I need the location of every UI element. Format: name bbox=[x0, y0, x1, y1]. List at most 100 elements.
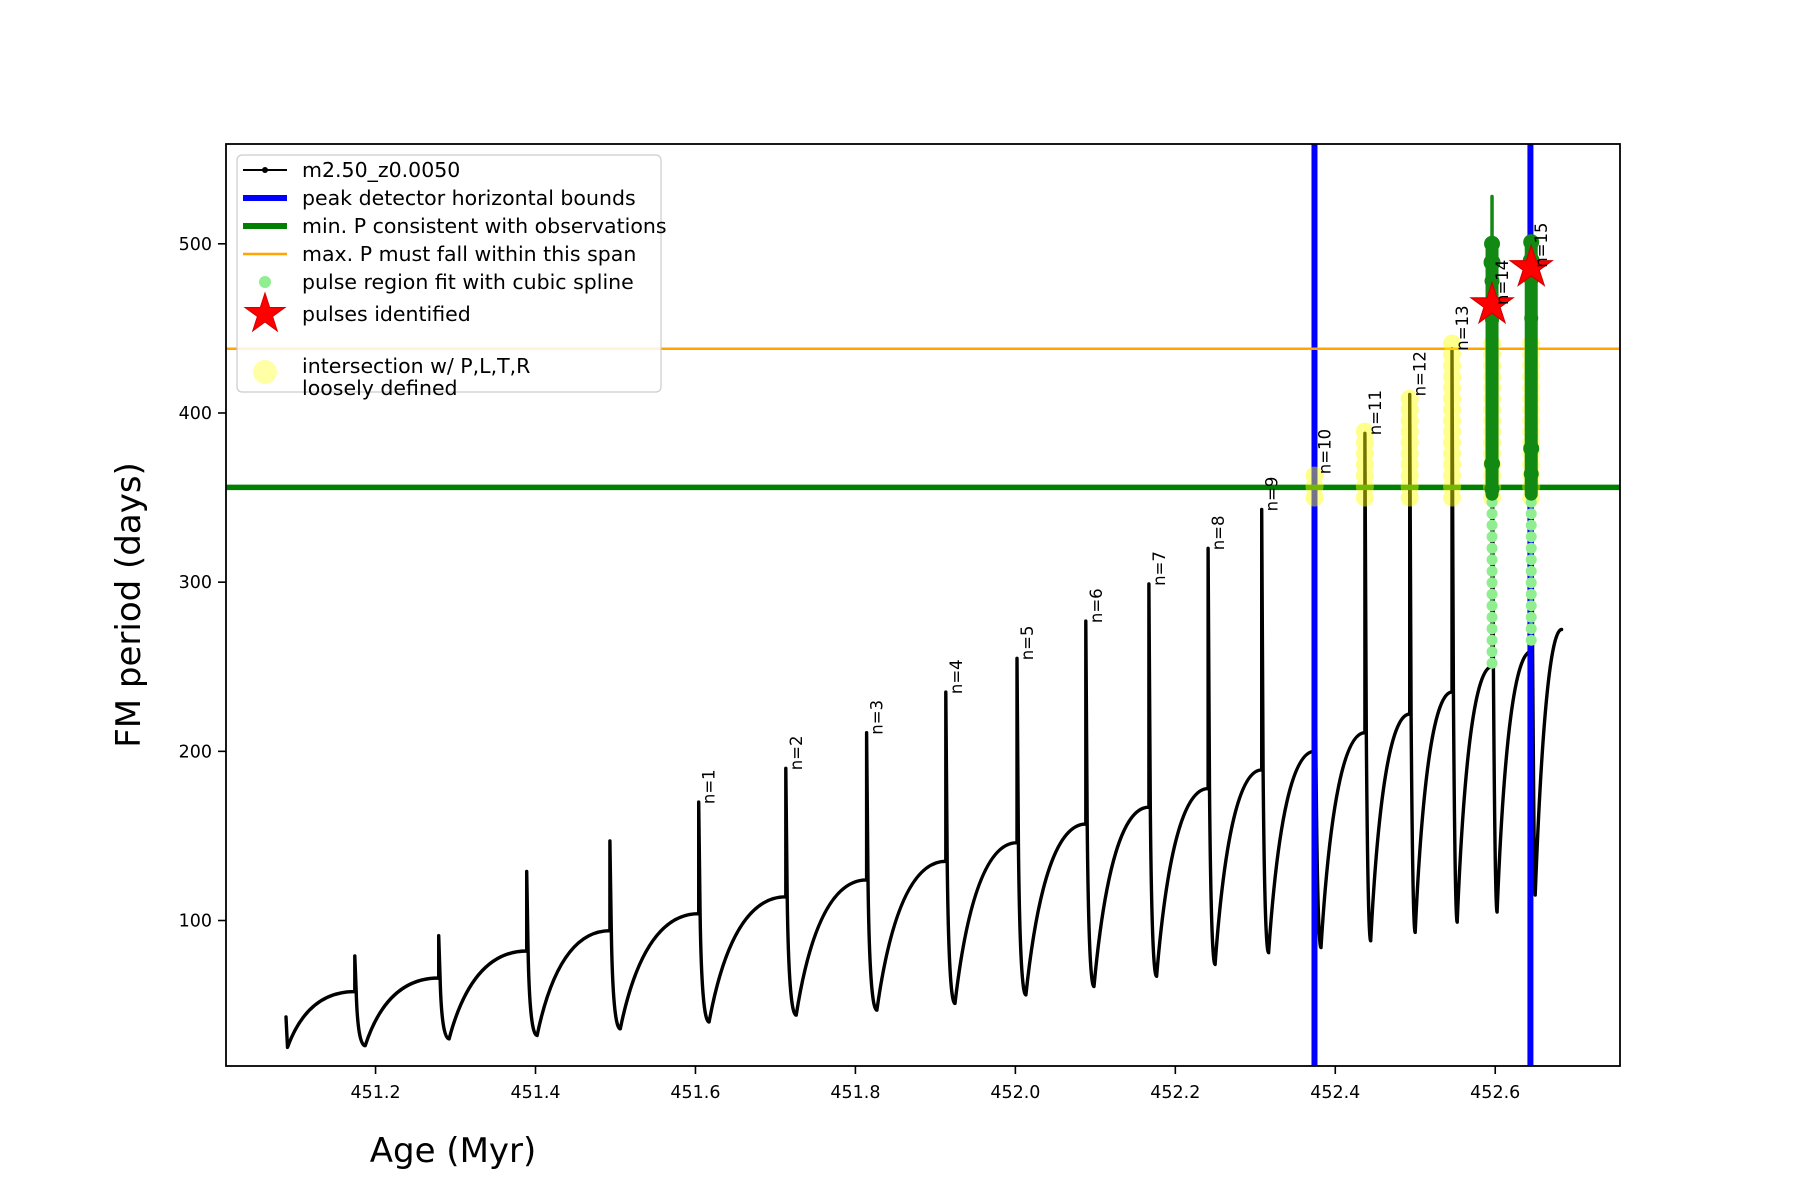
x-tick-label: 452.4 bbox=[1310, 1083, 1360, 1103]
x-tick-label: 451.6 bbox=[670, 1083, 720, 1103]
peak-label-n7: n=7 bbox=[1150, 551, 1169, 586]
spline-dot bbox=[1525, 519, 1537, 531]
pulse-star bbox=[1508, 243, 1554, 287]
intersection-dot bbox=[1355, 488, 1374, 507]
intersection-dot bbox=[1443, 455, 1462, 474]
x-tick-label: 452.0 bbox=[990, 1083, 1040, 1103]
legend-star bbox=[243, 291, 287, 333]
legend-label: peak detector horizontal bounds bbox=[302, 186, 636, 210]
intersection-dot bbox=[1443, 334, 1462, 353]
spline-dot bbox=[1525, 542, 1537, 554]
intersection-dot bbox=[1400, 488, 1419, 507]
spline-dot bbox=[1525, 554, 1537, 566]
spline-dot bbox=[1486, 611, 1498, 623]
peak-label-n11: n=11 bbox=[1366, 390, 1385, 435]
legend-label-line2: loosely defined bbox=[302, 376, 458, 400]
intersection-dot bbox=[1305, 466, 1324, 485]
peak-label-n2: n=2 bbox=[787, 736, 806, 771]
peak-label-n5: n=5 bbox=[1018, 626, 1037, 661]
spline-bulge bbox=[1485, 312, 1500, 327]
intersection-dot bbox=[1400, 466, 1419, 485]
plot-frame bbox=[225, 143, 1621, 1067]
intersection-dot bbox=[1355, 466, 1374, 485]
intersection-dot bbox=[1443, 389, 1462, 408]
peak-label-n3: n=3 bbox=[868, 700, 887, 735]
y-tick-label: 400 bbox=[179, 404, 212, 424]
spline-dot bbox=[1486, 508, 1498, 520]
peak-label-n14: n=14 bbox=[1493, 260, 1512, 305]
legend-item-3: max. P must fall within this span bbox=[243, 242, 636, 266]
intersection-dot bbox=[1305, 488, 1324, 507]
x-tick-label: 451.8 bbox=[830, 1083, 880, 1103]
x-tick-label: 451.2 bbox=[351, 1083, 401, 1103]
legend-label: intersection w/ P,L,T,R bbox=[302, 354, 530, 378]
spline-dot bbox=[1486, 554, 1498, 566]
spline-dot bbox=[1486, 542, 1498, 554]
intersection-dot bbox=[1443, 433, 1462, 452]
legend-label: pulse region fit with cubic spline bbox=[302, 270, 634, 294]
intersection-dot bbox=[1443, 400, 1462, 419]
spline-bulge bbox=[1523, 440, 1540, 457]
legend-label: min. P consistent with observations bbox=[302, 214, 667, 238]
spline-bulge bbox=[1524, 311, 1539, 326]
spline-dot bbox=[1525, 508, 1537, 520]
intersection-dot bbox=[1355, 477, 1374, 496]
intersection-dot bbox=[1355, 455, 1374, 474]
spline-dot bbox=[1525, 623, 1537, 635]
intersection-dot bbox=[1443, 466, 1462, 485]
spline-bulge bbox=[1484, 481, 1500, 497]
x-tick-label: 451.4 bbox=[510, 1083, 560, 1103]
legend-dot bbox=[253, 360, 277, 384]
fm-period-curve bbox=[284, 264, 1564, 1050]
peak-label-n10: n=10 bbox=[1316, 429, 1335, 474]
intersection-dot bbox=[1443, 378, 1462, 397]
spline-dot bbox=[1486, 588, 1498, 600]
spline-dot bbox=[1486, 577, 1498, 589]
spline-bulge bbox=[1483, 253, 1501, 271]
legend-line-dot bbox=[262, 167, 268, 173]
spline-dot bbox=[1525, 600, 1537, 612]
intersection-dot bbox=[1443, 411, 1462, 430]
intersection-dot bbox=[1443, 488, 1462, 507]
legend-item-4: pulse region fit with cubic spline bbox=[259, 270, 634, 294]
legend-box bbox=[236, 154, 662, 393]
peak-label-n15: n=15 bbox=[1532, 223, 1551, 268]
x-tick-label: 452.2 bbox=[1150, 1083, 1200, 1103]
spline-dot bbox=[1486, 531, 1498, 543]
y-axis-label: FM period (days) bbox=[109, 462, 149, 748]
legend-label: max. P must fall within this span bbox=[302, 242, 636, 266]
intersection-dot bbox=[1355, 422, 1374, 441]
peak-label-n13: n=13 bbox=[1453, 305, 1472, 350]
spline-dot bbox=[1525, 531, 1537, 543]
spline-dot bbox=[1486, 623, 1498, 635]
spline-dot bbox=[1486, 519, 1498, 531]
spline-bulge bbox=[1484, 455, 1501, 472]
spline-bulge bbox=[1523, 234, 1540, 251]
spline-dot bbox=[1525, 565, 1537, 577]
spline-dot bbox=[1486, 565, 1498, 577]
spline-dot bbox=[1486, 634, 1498, 646]
y-tick-label: 100 bbox=[179, 912, 212, 932]
peak-label-n1: n=1 bbox=[700, 769, 719, 804]
intersection-dot bbox=[1443, 345, 1462, 364]
peak-label-n6: n=6 bbox=[1087, 588, 1106, 623]
intersection-dot bbox=[1400, 433, 1419, 452]
legend-item-0: m2.50_z0.0050 bbox=[243, 158, 460, 183]
intersection-dot bbox=[1400, 411, 1419, 430]
spline-dot bbox=[1525, 634, 1537, 646]
intersection-dot bbox=[1400, 455, 1419, 474]
x-axis-label: Age (Myr) bbox=[370, 1131, 537, 1171]
intersection-dot bbox=[1400, 422, 1419, 441]
spline-dot bbox=[1525, 577, 1537, 589]
intersection-dot bbox=[1400, 444, 1419, 463]
intersection-dot bbox=[1443, 367, 1462, 386]
y-tick-label: 300 bbox=[179, 573, 212, 593]
intersection-dot bbox=[1443, 444, 1462, 463]
intersection-dot bbox=[1400, 400, 1419, 419]
legend-label: pulses identified bbox=[302, 302, 471, 326]
peak-label-n4: n=4 bbox=[947, 659, 966, 694]
x-tick-label: 452.6 bbox=[1470, 1083, 1520, 1103]
